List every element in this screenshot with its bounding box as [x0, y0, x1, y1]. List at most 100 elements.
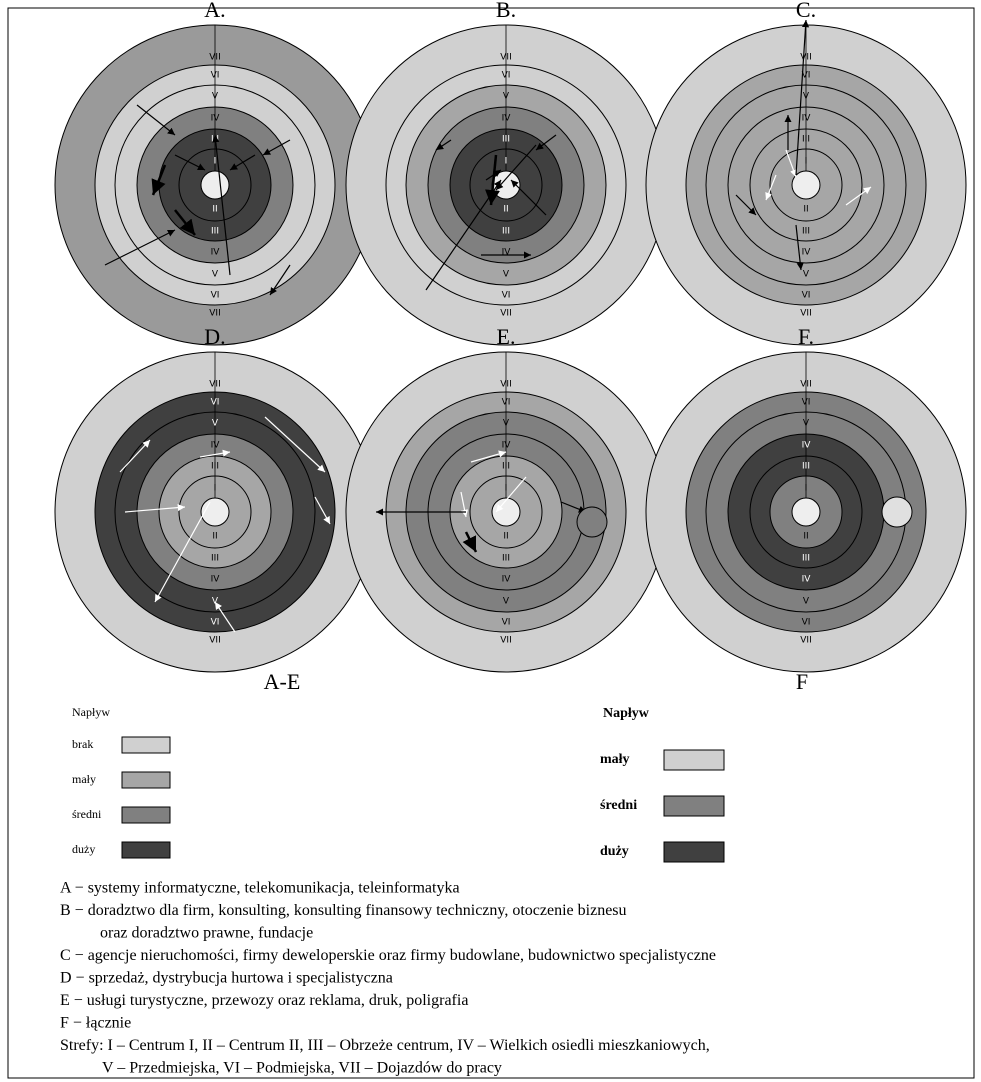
notes: A − systemy informatyczne, telekomunikac…	[60, 880, 716, 1077]
zone-label: VII	[500, 53, 511, 63]
extra-zone	[881, 496, 913, 528]
note-line: A − systemy informatyczne, telekomunikac…	[60, 880, 460, 897]
zone-label: V	[212, 270, 219, 280]
panel-title: B.	[496, 0, 516, 22]
flow-arrow	[136, 104, 176, 136]
zone-label: V	[212, 92, 219, 102]
flow-arrow	[485, 169, 502, 181]
legend-label: mały	[72, 772, 96, 786]
zone-label: VI	[502, 71, 511, 81]
flow-arrow	[124, 504, 186, 513]
note-line: D − sprzedaż, dystrybucja hurtowa i spec…	[60, 970, 393, 987]
legend-swatch	[121, 806, 171, 824]
legend-swatch	[663, 841, 725, 863]
note-line: B − doradztwo dla firm, konsulting, kons…	[60, 902, 627, 919]
legend-swatch	[121, 841, 171, 859]
zone-label: III	[502, 554, 510, 564]
zone-label: VII	[800, 380, 811, 390]
zone-label: VI	[211, 398, 220, 408]
zone-label: VII	[500, 636, 511, 646]
legends: Napływ brak mały średni duży Napływ mały średni…	[72, 705, 725, 863]
zone-label: VI	[211, 291, 220, 301]
flow-arrow	[765, 174, 777, 201]
zone-label: IV	[802, 248, 812, 258]
flow-arrow	[151, 164, 167, 196]
zone-label: VI	[211, 618, 220, 628]
flow-arrow	[199, 449, 231, 458]
zone-label: III	[802, 135, 810, 145]
center	[200, 497, 230, 527]
note-line: oraz doradztwo prawne, fundacje	[100, 925, 313, 942]
flow-arrow	[462, 531, 478, 553]
zone-label: IV	[502, 114, 512, 124]
legend-label: mały	[600, 752, 630, 767]
frame	[7, 7, 975, 1079]
note-line: F − łącznie	[60, 1015, 131, 1032]
flow-arrow	[470, 450, 507, 463]
zone-label: VI	[502, 398, 511, 408]
group-label: A-E	[264, 669, 301, 694]
zone-label: IV	[211, 441, 221, 451]
zone-label: V	[212, 419, 219, 429]
zone-label: I	[805, 157, 808, 167]
flow-arrow	[314, 496, 331, 525]
flow-arrow	[735, 194, 757, 216]
flow-arrow	[229, 154, 256, 171]
flow-arrow	[535, 134, 557, 151]
flow-arrow	[845, 186, 872, 206]
zone-label: III	[502, 462, 510, 472]
zone-label: VI	[802, 71, 811, 81]
note-line: V – Przedmiejska, VI – Podmiejska, VII –…	[102, 1060, 502, 1077]
zone-label: IV	[502, 248, 512, 258]
zone-label: VI	[502, 618, 511, 628]
zone-label: V	[212, 597, 219, 607]
flow-arrow	[262, 139, 291, 156]
panel-title: F.	[798, 324, 814, 349]
zone-label: V	[803, 270, 810, 280]
flow-arrow	[785, 149, 797, 178]
zone-label: I	[505, 484, 508, 494]
panel-title: A.	[204, 0, 225, 22]
legend-swatch	[663, 795, 725, 817]
zone-label: VII	[800, 636, 811, 646]
zone-label: VII	[800, 53, 811, 63]
flow-arrow	[264, 416, 326, 473]
legend-swatch	[121, 736, 171, 754]
legend-label: brak	[72, 737, 93, 751]
zone-label: IV	[502, 441, 512, 451]
legend-swatch	[663, 749, 725, 771]
zone-label: II	[803, 532, 808, 542]
zone-label: VI	[211, 71, 220, 81]
zone-label: V	[503, 92, 510, 102]
flow-arrow	[495, 476, 527, 513]
note-line: C − agencje nieruchomości, firmy dewelop…	[60, 947, 716, 964]
zone-label: I	[505, 157, 508, 167]
flow-arrow	[460, 491, 469, 518]
zone-label: VII	[500, 380, 511, 390]
legend-label: średni	[72, 807, 102, 821]
zone-label: II	[503, 532, 508, 542]
panel-title: C.	[796, 0, 816, 22]
panel-title: E.	[497, 324, 516, 349]
zone-label: VII	[209, 309, 220, 319]
zone-label: II	[212, 532, 217, 542]
zone-label: II	[803, 205, 808, 215]
flow-arrow	[212, 134, 231, 276]
zone-label: V	[803, 92, 810, 102]
zone-label: IV	[211, 248, 221, 258]
zone-label: VI	[802, 618, 811, 628]
zone-label: VI	[502, 291, 511, 301]
flow-arrow	[154, 501, 211, 603]
zone-label: VII	[209, 636, 220, 646]
flow-arrow	[795, 224, 804, 271]
flow-arrow	[214, 601, 236, 633]
legend-label: duży	[600, 844, 629, 859]
zone-label: VI	[802, 398, 811, 408]
zone-label: V	[503, 597, 510, 607]
panel-title: D.	[204, 324, 225, 349]
